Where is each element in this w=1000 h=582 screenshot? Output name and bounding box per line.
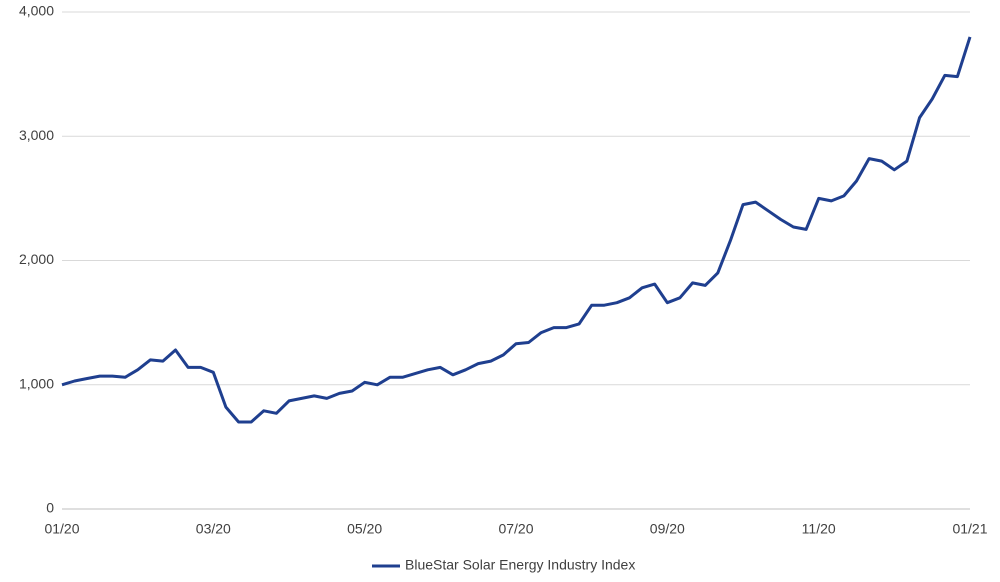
- x-tick-label: 09/20: [650, 521, 685, 537]
- x-tick-label: 05/20: [347, 521, 382, 537]
- series-line: [61, 36, 972, 424]
- x-tick-label: 11/20: [802, 521, 836, 537]
- x-tick-label: 01/20: [44, 521, 79, 537]
- y-tick-label: 2,000: [19, 251, 54, 267]
- x-tick-label: 03/20: [196, 521, 231, 537]
- y-tick-label: 1,000: [19, 375, 54, 391]
- y-tick-label: 4,000: [19, 3, 54, 19]
- legend-label: BlueStar Solar Energy Industry Index: [405, 557, 635, 573]
- y-tick-label: 0: [46, 500, 54, 516]
- y-tick-label: 3,000: [19, 127, 54, 143]
- x-tick-label: 01/21: [952, 521, 987, 537]
- x-tick-label: 07/20: [498, 521, 533, 537]
